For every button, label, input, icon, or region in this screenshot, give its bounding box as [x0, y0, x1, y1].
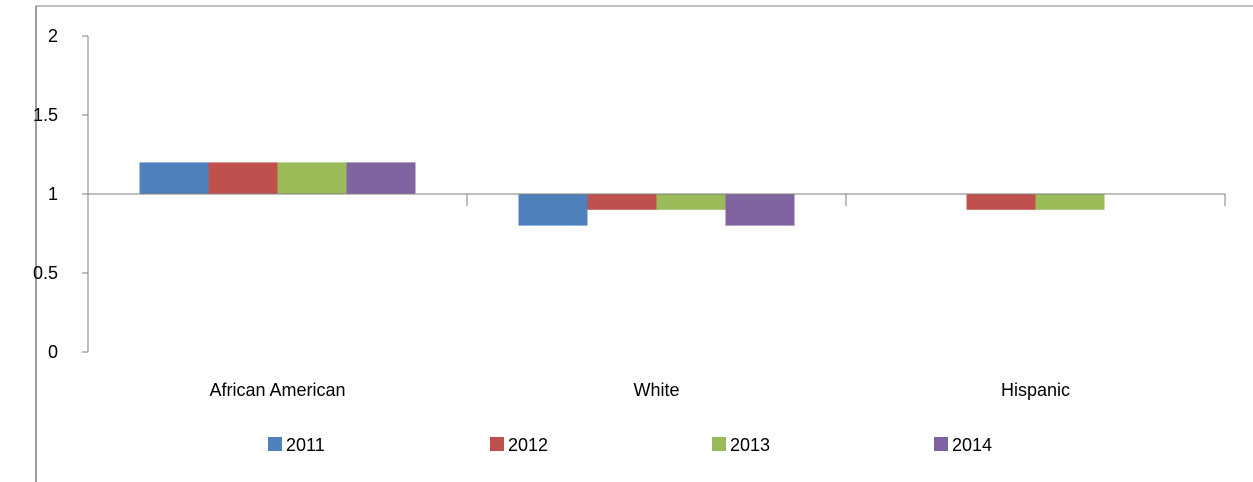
- y-tick-label: 0: [48, 342, 58, 362]
- category-label: Hispanic: [1001, 380, 1070, 400]
- bar-2011-white: [518, 194, 588, 226]
- legend-label: 2014: [952, 435, 992, 455]
- legend-swatch: [490, 437, 504, 451]
- legend-label: 2013: [730, 435, 770, 455]
- y-tick-label: 1: [48, 184, 58, 204]
- x-axis: African American White Hispanic: [87, 193, 1226, 400]
- bar-2014-african-american: [346, 162, 416, 194]
- category-label: African American: [209, 380, 345, 400]
- legend-label: 2012: [508, 435, 548, 455]
- legend-swatch: [712, 437, 726, 451]
- bar-2012-white: [587, 194, 657, 210]
- legend-label: 2011: [286, 435, 325, 455]
- bar-2013-african-american: [277, 162, 347, 194]
- y-axis: 0 0.5 1 1.5 2: [33, 26, 89, 362]
- category-label: White: [633, 380, 679, 400]
- legend-swatch: [934, 437, 948, 451]
- bar-2012-hispanic: [966, 194, 1036, 210]
- y-tick-label: 0.5: [33, 263, 58, 283]
- y-tick-label: 2: [48, 26, 58, 46]
- y-tick-label: 1.5: [33, 105, 58, 125]
- legend-swatch: [268, 437, 282, 451]
- plot-area: [139, 162, 1105, 226]
- bar-2013-hispanic: [1035, 194, 1105, 210]
- bar-2011-african-american: [139, 162, 209, 194]
- bar-2013-white: [656, 194, 726, 210]
- bar-2012-african-american: [208, 162, 278, 194]
- bar-2014-white: [725, 194, 795, 226]
- legend: 2011 2012 2013 2014: [268, 435, 992, 455]
